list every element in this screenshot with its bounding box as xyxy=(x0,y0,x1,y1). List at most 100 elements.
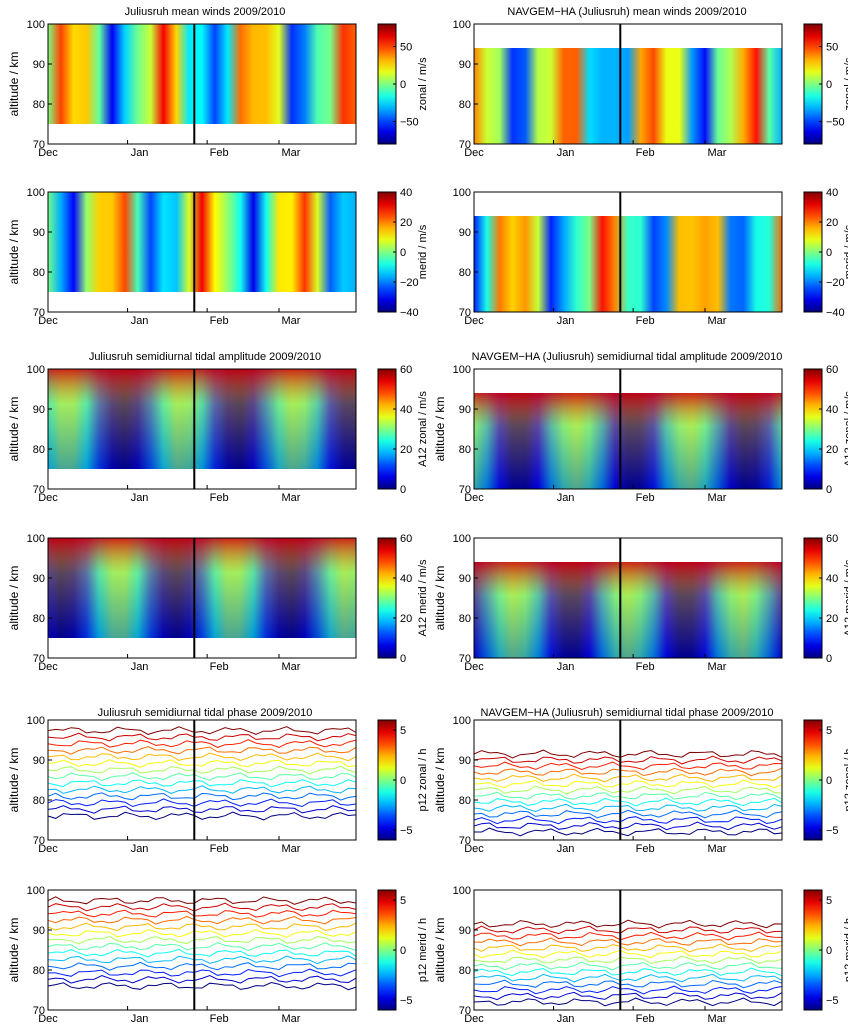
x-tick-label: Dec xyxy=(38,661,58,673)
x-tick-label: Mar xyxy=(282,1013,301,1025)
contour-line xyxy=(473,943,783,953)
colorbar-label: p12 merid / h xyxy=(417,918,429,982)
x-tick-label: Feb xyxy=(636,492,655,504)
contour-line xyxy=(47,798,357,808)
contour-line xyxy=(47,726,357,735)
panel-8: 70 80 90 100 Dec Jan Feb Mar altitude / km 60 40 20… xyxy=(433,533,848,673)
x-tick-label: Dec xyxy=(38,492,58,504)
colorbar-label: A12 merid / m/s xyxy=(843,559,848,637)
y-tick-label: 70 xyxy=(33,835,45,847)
y-axis-label: altitude / km xyxy=(7,918,21,983)
x-tick-label: Feb xyxy=(636,1013,655,1025)
x-tick-label: Jan xyxy=(131,147,149,159)
x-tick-label: Dec xyxy=(38,843,58,855)
colorbar-tick-label: 20 xyxy=(826,613,838,625)
contour-line xyxy=(47,792,357,801)
colorbar-tick-label: 40 xyxy=(826,404,838,416)
colorbar-tick-label: 0 xyxy=(826,653,832,665)
colorbar-tick-label: −5 xyxy=(826,995,839,1007)
colorbar-tick-label: 5 xyxy=(400,895,406,907)
colorbar-tick-label: 0 xyxy=(826,945,832,957)
plot-frame xyxy=(473,191,783,313)
colorbar xyxy=(803,537,823,659)
y-tick-label: 100 xyxy=(453,187,471,199)
plot-area xyxy=(48,890,356,1010)
contour-line xyxy=(473,955,783,965)
panel-11: 70 80 90 100 Dec Jan Feb Mar altitude / km 5 0 −5 p1… xyxy=(7,885,429,1025)
y-tick-label: 90 xyxy=(33,573,45,585)
colorbar-tick-label: 60 xyxy=(826,364,838,376)
y-tick-label: 80 xyxy=(459,267,471,279)
y-tick-label: 90 xyxy=(459,925,471,937)
contour-line xyxy=(473,997,783,1007)
panel-7: 70 80 90 100 Dec Jan Feb Mar altitude / km 60 40 20… xyxy=(7,533,429,673)
contour-line xyxy=(474,827,783,837)
y-axis-label: altitude / km xyxy=(433,397,447,462)
contour-line xyxy=(47,922,357,932)
contour-line xyxy=(473,785,783,795)
contour-line xyxy=(47,739,357,748)
y-tick-label: 90 xyxy=(459,59,471,71)
contour-line xyxy=(47,928,357,938)
contour-line xyxy=(47,732,357,742)
plot-frame xyxy=(473,889,783,1011)
heatmap-vertical-shade xyxy=(48,369,356,469)
colorbar-tick-label: 0 xyxy=(400,653,406,665)
y-tick-label: 70 xyxy=(33,653,45,665)
y-tick-label: 80 xyxy=(33,795,45,807)
panel-title-navgem-tidal-amplitude: NAVGEM−HA (Juliusruh) semidiurnal tidal … xyxy=(472,351,783,363)
contour-line xyxy=(47,955,357,965)
y-tick-label: 100 xyxy=(27,364,45,376)
heatmap-vertical-shade xyxy=(474,562,782,658)
panel-title-juliusruh-tidal-phase: Juliusruh semidiurnal tidal phase 2009/2… xyxy=(98,707,313,719)
plot-frame xyxy=(47,368,357,490)
colorbar-label: A12 merid / m/s xyxy=(417,559,429,637)
x-tick-label: Jan xyxy=(557,1013,575,1025)
y-tick-label: 90 xyxy=(459,573,471,585)
colorbar-tick-label: 50 xyxy=(400,42,412,54)
contour-line xyxy=(473,803,783,813)
x-tick-label: Feb xyxy=(210,315,229,327)
colorbar-tick-label: −20 xyxy=(400,277,419,289)
colorbar-tick-label: 20 xyxy=(400,444,412,456)
x-tick-label: Dec xyxy=(464,147,484,159)
x-tick-label: Mar xyxy=(708,492,727,504)
y-axis-label: altitude / km xyxy=(7,52,21,117)
contour-line xyxy=(473,809,783,819)
colorbar-tick-label: 40 xyxy=(400,187,412,199)
heatmap-field xyxy=(474,48,782,144)
y-tick-label: 100 xyxy=(27,187,45,199)
panel-3: 70 80 90 100 Dec Jan Feb Mar altitude / km 40 20 0 −… xyxy=(7,187,429,327)
colorbar-tick-label: 5 xyxy=(826,895,832,907)
colorbar-tick-label: 20 xyxy=(826,444,838,456)
x-tick-label: Jan xyxy=(557,661,575,673)
y-axis-label: altitude / km xyxy=(7,397,21,462)
colorbar-tick-label: −40 xyxy=(400,307,419,319)
x-tick-label: Dec xyxy=(38,315,58,327)
contour-line xyxy=(473,767,783,777)
x-tick-label: Dec xyxy=(464,843,484,855)
colorbar-tick-label: −50 xyxy=(400,117,419,129)
y-tick-label: 70 xyxy=(33,307,45,319)
x-tick-label: Jan xyxy=(131,315,149,327)
x-tick-label: Jan xyxy=(557,315,575,327)
x-tick-label: Mar xyxy=(708,1013,727,1025)
y-tick-label: 70 xyxy=(33,484,45,496)
contour-line xyxy=(473,925,783,935)
y-tick-label: 100 xyxy=(27,885,45,897)
heatmap-vertical-shade xyxy=(48,538,356,638)
contour-line xyxy=(473,761,783,771)
contour-line xyxy=(473,949,783,959)
panel-title-juliusruh-tidal-amplitude: Juliusruh semidiurnal tidal amplitude 20… xyxy=(89,351,321,363)
colorbar-tick-label: 40 xyxy=(826,573,838,585)
contour-line xyxy=(473,931,783,941)
x-tick-label: Jan xyxy=(557,843,575,855)
y-tick-label: 70 xyxy=(33,139,45,151)
contour-line xyxy=(473,815,783,825)
y-tick-label: 90 xyxy=(33,404,45,416)
panel-9: 70 80 90 100 Dec Jan Feb Mar altitude / km 5 0 −5 p1… xyxy=(7,715,429,855)
contour-line xyxy=(473,779,783,789)
colorbar-tick-label: 0 xyxy=(400,945,406,957)
panel-4: 70 80 90 100 Dec Jan Feb Mar 40 20 0 −20 −40 merid / … xyxy=(453,187,848,327)
y-tick-label: 90 xyxy=(459,227,471,239)
